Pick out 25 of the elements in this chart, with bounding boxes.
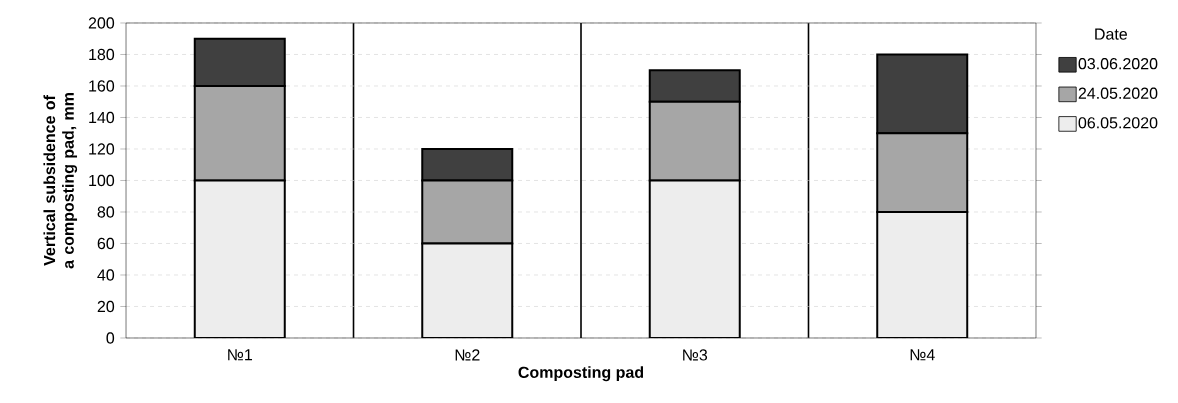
x-axis-title: Composting pad <box>518 366 644 382</box>
legend-label: 03.06.2020 <box>1078 58 1158 70</box>
y-tick-label: 120 <box>89 143 115 155</box>
y-tick-label: 100 <box>89 174 115 187</box>
y-tick-label: 20 <box>97 300 115 313</box>
y-tick-label: 160 <box>89 80 115 92</box>
legend-title: Date <box>1095 28 1127 40</box>
y-tick-label: 180 <box>89 48 115 61</box>
x-tick-label: №2 <box>455 349 480 361</box>
y-axis-title: Vertical subsidence of a composting pad, mm <box>43 93 78 269</box>
bar <box>421 242 514 338</box>
x-tick-label: №3 <box>683 349 708 361</box>
x-tick-label: №4 <box>910 349 935 361</box>
legend-label: 24.05.2020 <box>1078 87 1158 99</box>
x-tick-label: №1 <box>228 349 253 361</box>
bar <box>876 210 969 338</box>
y-tick-label: 140 <box>89 111 115 124</box>
bar <box>193 179 286 338</box>
y-tick-label: 0 <box>106 332 115 344</box>
y-tick-label: 80 <box>97 206 115 218</box>
y-tick-label: 200 <box>88 17 115 29</box>
y-tick-label: 60 <box>97 237 115 250</box>
legend-label: 06.05.2020 <box>1078 117 1158 129</box>
y-tick-label: 40 <box>97 269 115 281</box>
bar <box>648 179 741 338</box>
